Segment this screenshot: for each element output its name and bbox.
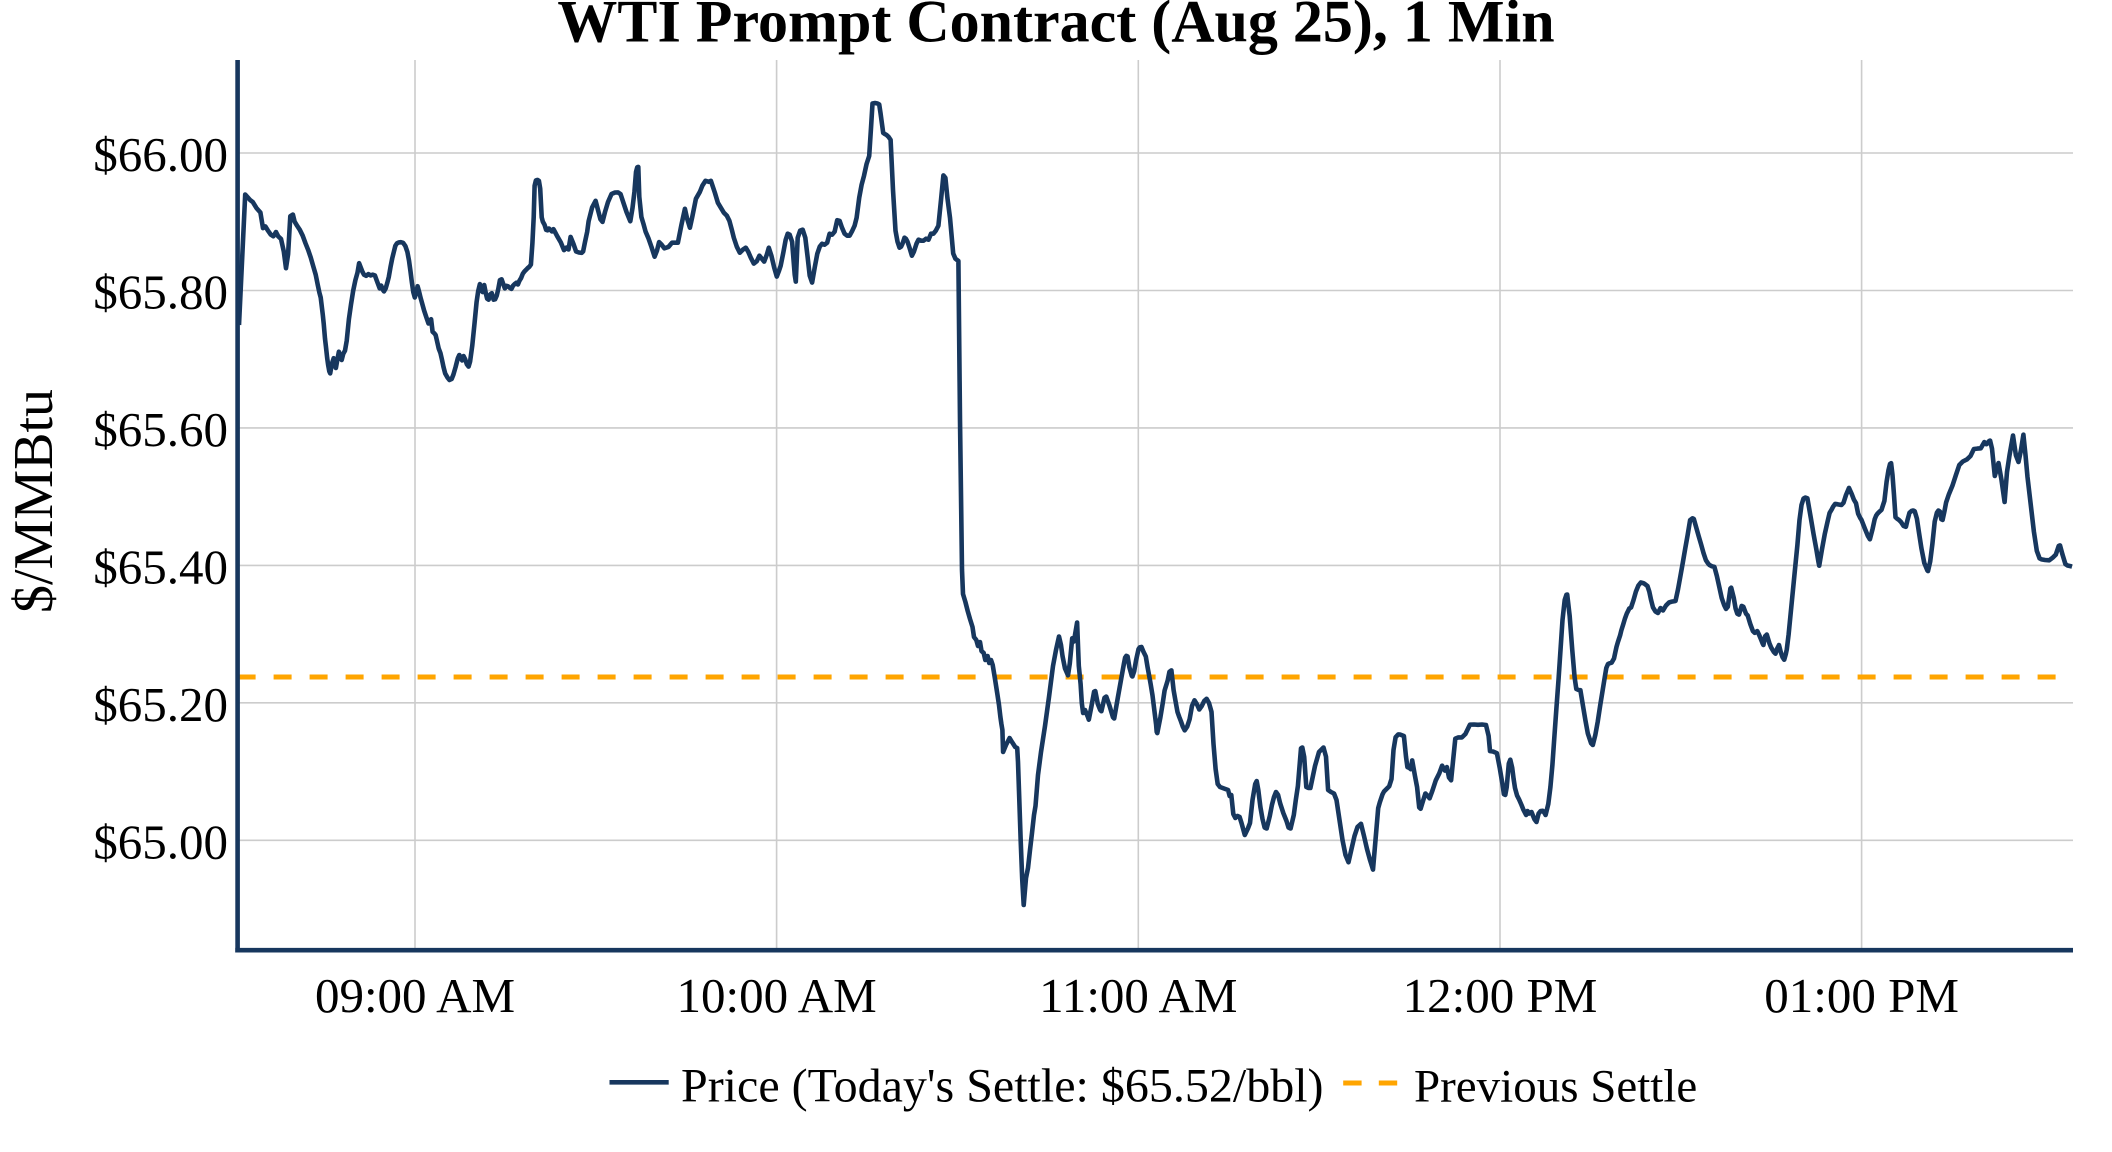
svg-text:Price (Today's Settle: $65.52/: Price (Today's Settle: $65.52/bbl)	[681, 1060, 1324, 1113]
svg-text:12:00 PM: 12:00 PM	[1403, 968, 1598, 1023]
svg-text:$/MMBtu: $/MMBtu	[3, 389, 65, 613]
svg-text:$65.40: $65.40	[93, 539, 228, 594]
svg-text:Previous Settle: Previous Settle	[1414, 1061, 1697, 1113]
svg-text:$65.00: $65.00	[93, 814, 228, 869]
svg-text:01:00 PM: 01:00 PM	[1764, 968, 1959, 1023]
svg-text:$65.80: $65.80	[93, 265, 228, 320]
svg-text:11:00 AM: 11:00 AM	[1039, 968, 1237, 1023]
svg-text:09:00 AM: 09:00 AM	[315, 968, 515, 1023]
svg-text:$65.20: $65.20	[93, 677, 228, 732]
svg-text:WTI Prompt Contract (Aug 25),: WTI Prompt Contract (Aug 25), 1 Min	[557, 0, 1554, 55]
svg-text:$65.60: $65.60	[93, 402, 228, 457]
svg-text:10:00 AM: 10:00 AM	[677, 968, 877, 1023]
svg-text:$66.00: $66.00	[93, 127, 228, 182]
